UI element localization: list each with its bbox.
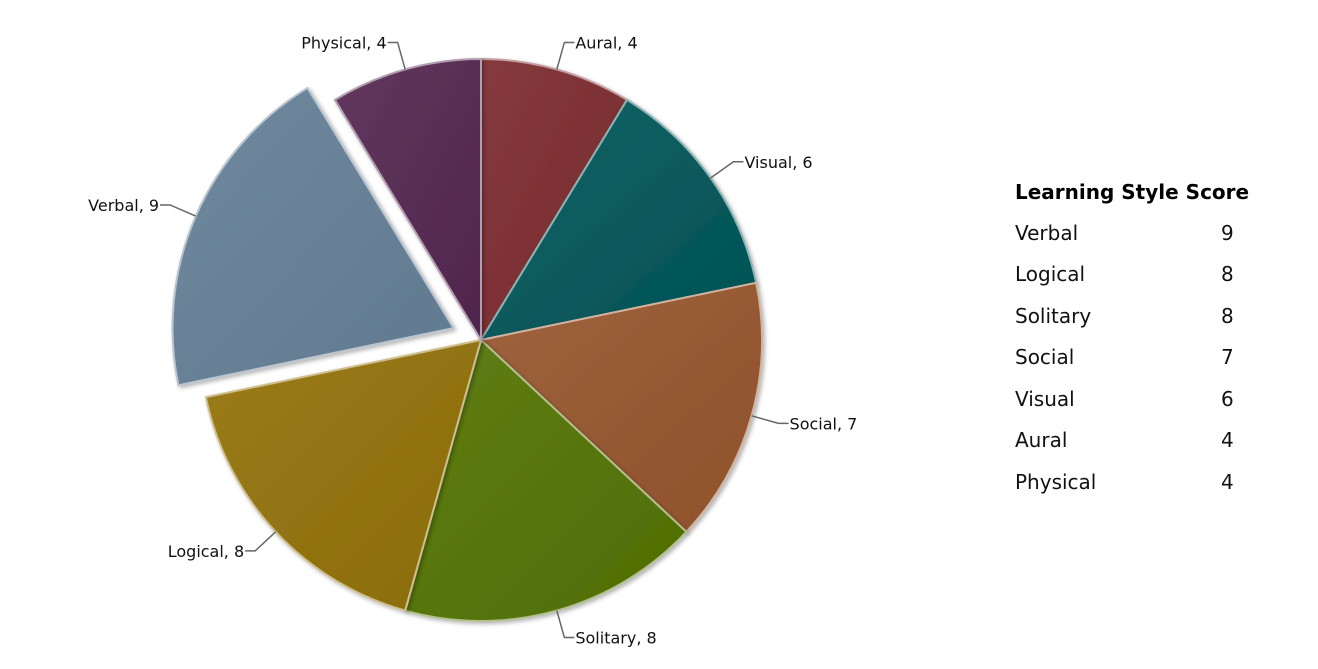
legend-style-name: Visual	[1015, 386, 1075, 411]
leader-line-verbal	[160, 204, 197, 217]
slice-labels: Aural, 4 Visual, 6 Social, 7 Solitary, 8 Log…	[88, 33, 857, 647]
slice-label-aural: Aural, 4	[575, 33, 637, 52]
leader-line-visual	[710, 161, 744, 179]
legend-style-name: Verbal	[1015, 220, 1079, 245]
leader-lines	[160, 41, 789, 639]
legend-row: Verbal 9	[1015, 212, 1234, 254]
legend-style-score: 4	[1221, 428, 1234, 453]
legend-row: Visual 6	[1015, 378, 1234, 420]
slice-verbal[interactable]	[171, 86, 456, 387]
score-legend: Learning Style Score Verbal 9 Logical 8 Soli…	[1015, 180, 1249, 503]
slice-label-visual: Visual, 6	[744, 153, 812, 172]
slice-label-physical: Physical, 4	[301, 33, 386, 52]
legend-style-score: 7	[1221, 345, 1234, 370]
slice-label-solitary: Solitary, 8	[575, 629, 656, 648]
pie-slices	[171, 57, 763, 622]
leader-line-aural	[556, 41, 575, 70]
leader-line-logical	[245, 531, 277, 552]
legend-title: Learning Style Score	[1015, 180, 1250, 204]
legend-style-score: 9	[1221, 220, 1234, 245]
slice-aural[interactable]	[480, 57, 629, 344]
legend-style-name: Physical	[1015, 469, 1097, 494]
legend-style-score: 8	[1221, 303, 1234, 328]
legend-style-name: Logical	[1015, 262, 1086, 287]
score-table-body: Verbal 9 Logical 8 Solitary 8 Social 7 Visual 6 Au…	[1015, 212, 1234, 503]
pie-chart: Aural, 4 Visual, 6 Social, 7 Solitary, 8 Log…	[88, 33, 857, 647]
legend-style-name: Solitary	[1015, 303, 1092, 328]
legend-style-name: Social	[1015, 345, 1075, 370]
leader-line-physical	[387, 41, 406, 70]
slice-visual[interactable]	[478, 98, 758, 342]
legend-style-score: 6	[1221, 386, 1234, 411]
legend-style-name: Aural	[1015, 428, 1068, 453]
leader-line-social	[751, 415, 789, 425]
slice-label-social: Social, 7	[790, 414, 858, 433]
slice-label-verbal: Verbal, 9	[88, 196, 159, 215]
legend-style-score: 4	[1221, 469, 1234, 494]
legend-row: Solitary 8	[1015, 295, 1234, 337]
slice-physical[interactable]	[333, 57, 482, 344]
slice-label-logical: Logical, 8	[168, 542, 244, 561]
score-table: Verbal 9 Logical 8 Solitary 8 Social 7 Visual 6 Au…	[1015, 212, 1234, 503]
leader-line-solitary	[556, 610, 575, 639]
legend-style-score: 8	[1221, 262, 1234, 287]
legend-row: Social 7	[1015, 337, 1234, 379]
legend-row: Physical 4	[1015, 461, 1234, 503]
legend-row: Aural 4	[1015, 420, 1234, 462]
legend-row: Logical 8	[1015, 254, 1234, 296]
